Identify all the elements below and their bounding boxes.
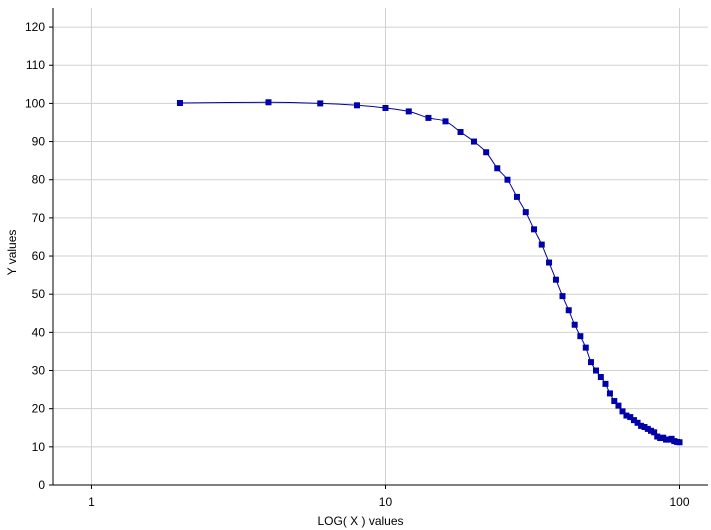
grid [53, 8, 708, 485]
x-tick-label: 100 [669, 495, 689, 509]
y-tick-label: 80 [32, 173, 46, 187]
data-point [587, 359, 594, 366]
y-tick-label: 30 [32, 364, 46, 378]
data-point [641, 424, 648, 430]
axes [49, 8, 708, 489]
y-tick-label: 120 [25, 20, 45, 34]
data-point [571, 321, 578, 328]
data-point [565, 307, 572, 314]
data-point [619, 408, 626, 415]
data-point [615, 402, 622, 409]
data-point [611, 398, 618, 405]
data-point [582, 344, 589, 351]
data-point [522, 209, 529, 216]
data-point [442, 118, 449, 125]
data-point [494, 165, 501, 172]
data-point [602, 380, 609, 387]
data-point [577, 333, 584, 340]
data-point [546, 259, 553, 266]
data-point [634, 419, 641, 426]
data-point [483, 149, 490, 156]
data-point [630, 417, 637, 424]
series-line [179, 101, 680, 443]
data-point [382, 104, 389, 111]
data-point [597, 374, 604, 381]
data-point [606, 390, 613, 397]
data-point [651, 429, 658, 436]
data-point [265, 99, 272, 106]
data-point [676, 439, 683, 446]
data-point [538, 241, 545, 248]
data-point [593, 367, 599, 374]
y-tick-label: 70 [32, 211, 46, 225]
x-tick-label: 10 [379, 495, 393, 509]
y-tick-label: 0 [38, 478, 45, 492]
y-tick-label: 60 [32, 249, 46, 263]
y-tick-label: 20 [32, 402, 46, 416]
data-point [425, 114, 432, 121]
x-axis-title: LOG( X ) values [317, 514, 403, 528]
y-tick-label: 90 [32, 135, 46, 149]
data-point [559, 293, 566, 300]
data-point [623, 412, 630, 419]
data-point [513, 193, 520, 200]
y-axis-title: Y values [5, 230, 19, 276]
data-point [638, 422, 645, 429]
data-point [457, 129, 464, 136]
y-tick-label: 40 [32, 325, 46, 339]
x-tick-label: 1 [88, 495, 95, 509]
y-tick-label: 10 [32, 440, 46, 454]
data-point [654, 433, 661, 440]
series [176, 99, 683, 446]
y-tick-label: 100 [25, 96, 45, 110]
data-point [648, 427, 655, 434]
data-point [552, 276, 559, 283]
y-tick-label: 50 [32, 287, 46, 301]
data-point [627, 414, 634, 421]
data-point [317, 100, 324, 107]
y-tick-label: 110 [26, 58, 45, 72]
data-point [405, 108, 412, 115]
data-point [353, 102, 360, 109]
data-point [470, 138, 477, 145]
data-point [176, 100, 183, 107]
data-point [644, 425, 651, 432]
data-point [531, 226, 538, 233]
data-point [504, 176, 511, 183]
